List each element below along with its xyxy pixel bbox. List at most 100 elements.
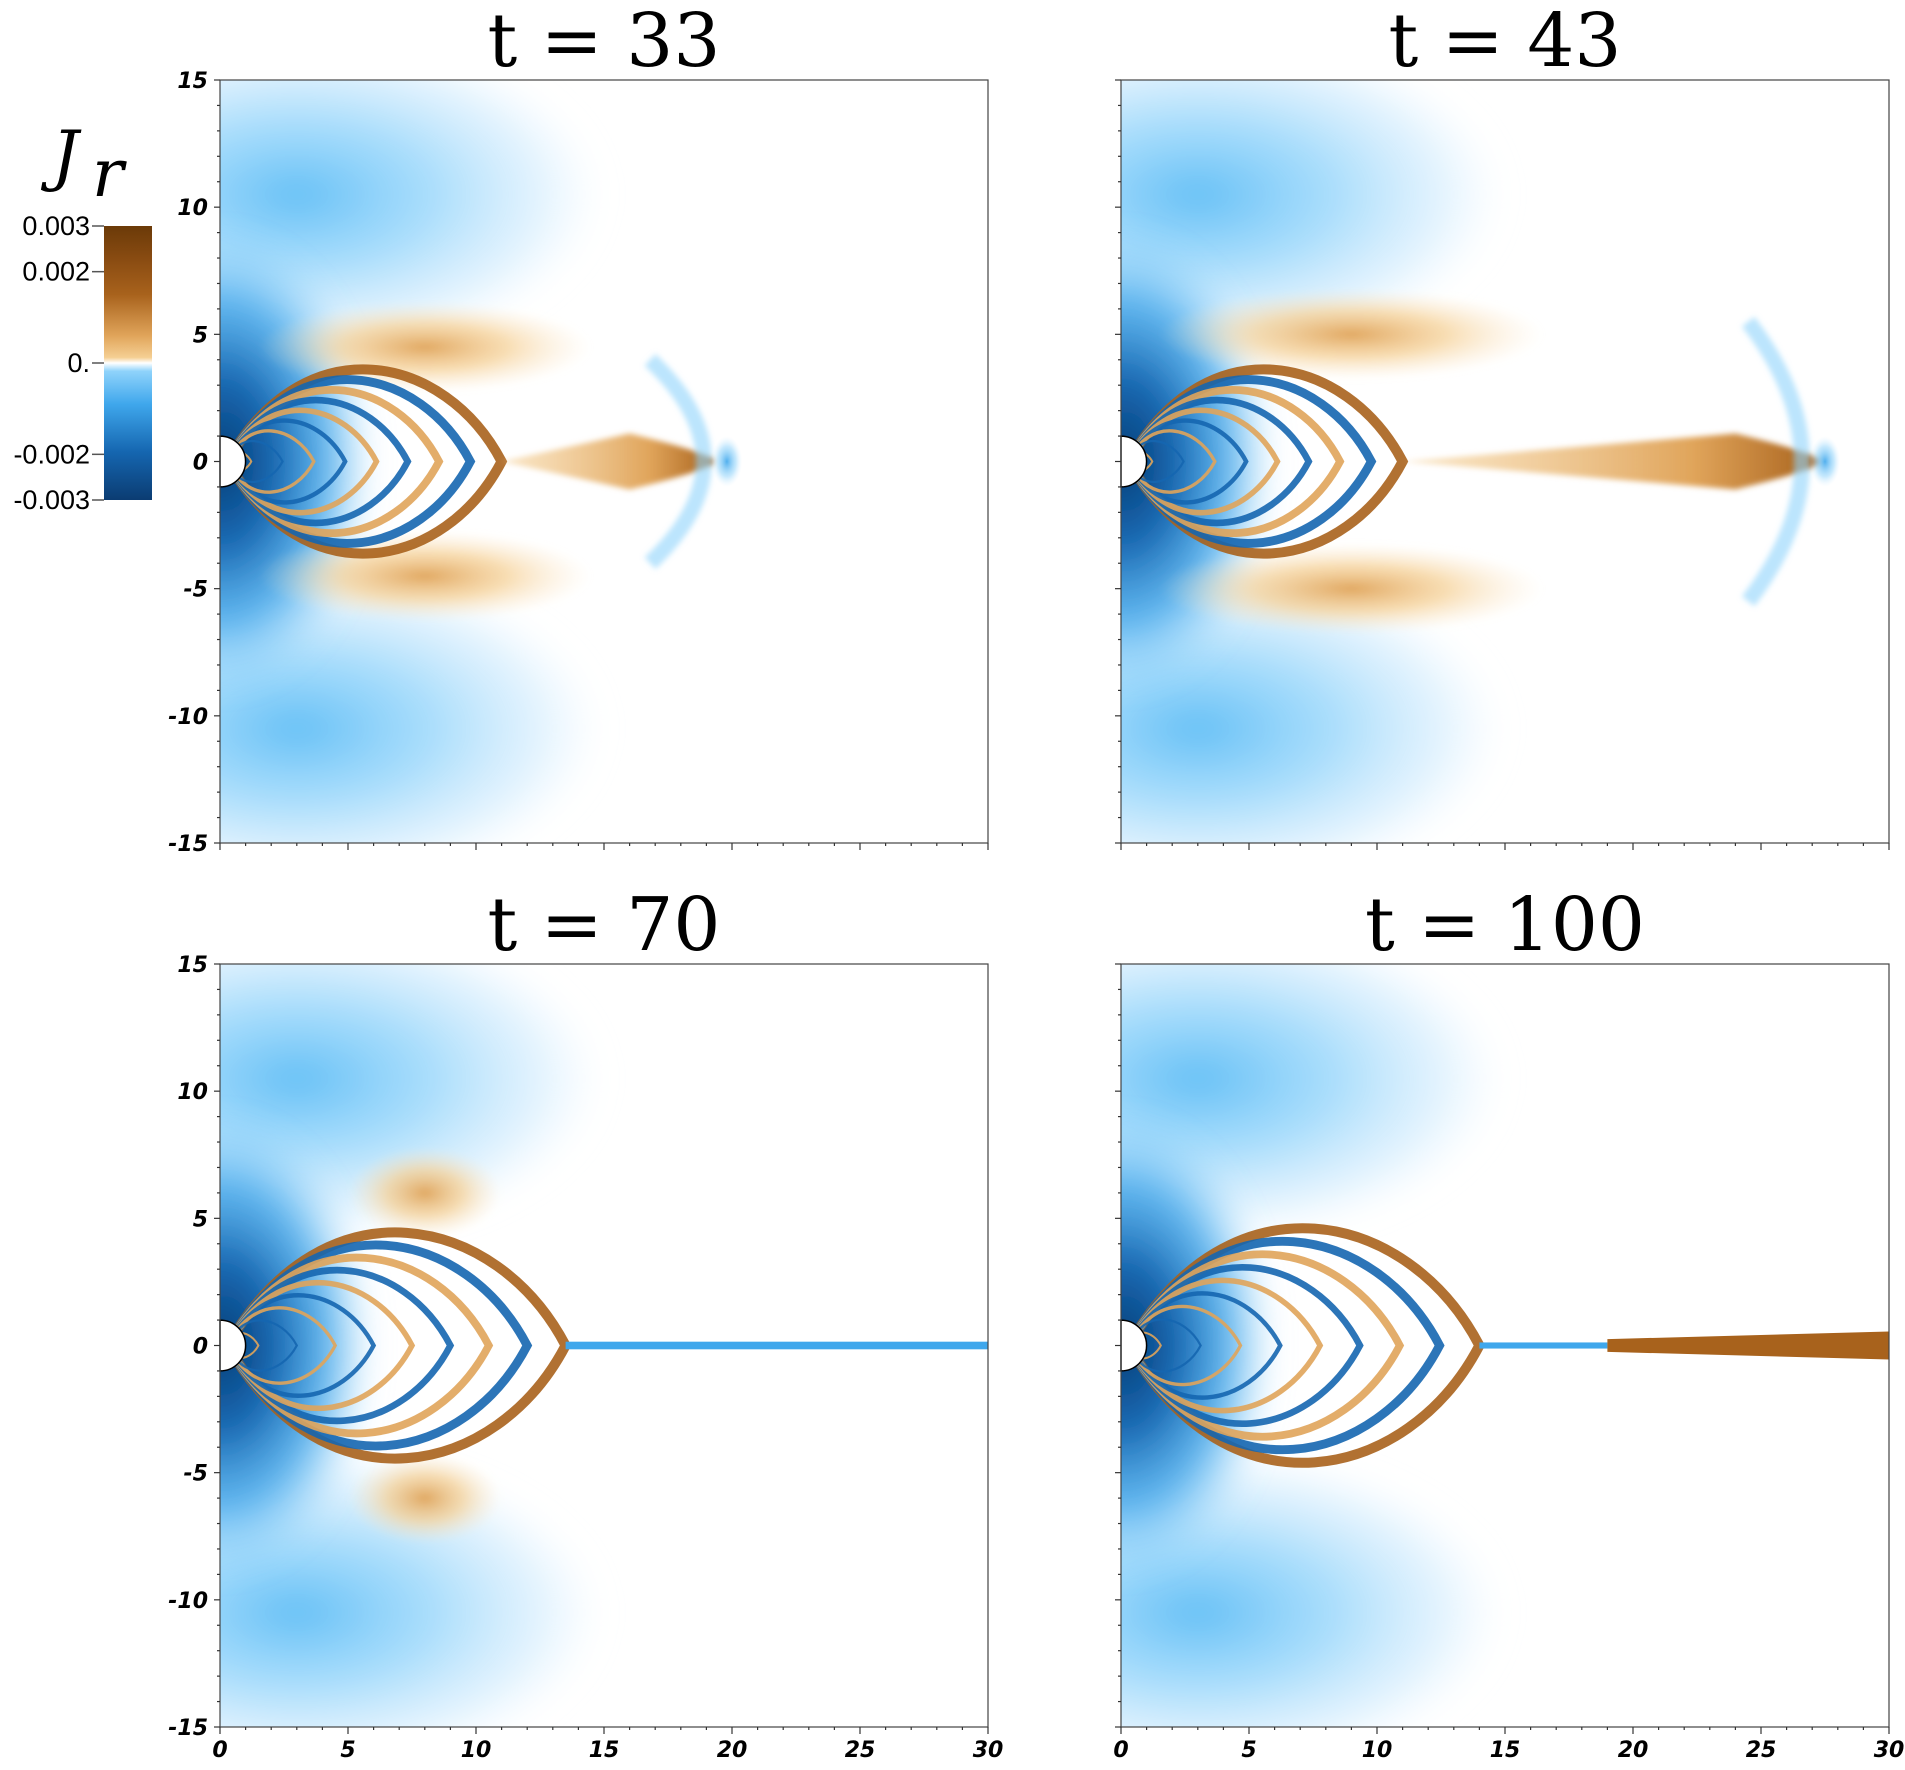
field-loop (222, 1240, 533, 1451)
star (1120, 1319, 1147, 1372)
y-tick-label: 5 (193, 1207, 208, 1232)
field-loop (1127, 439, 1185, 484)
field-loop (223, 1253, 494, 1438)
shock-front (644, 353, 712, 570)
x-tick-label: 10 (461, 1738, 492, 1763)
y-tick-label: -10 (168, 705, 208, 730)
y-tick-label: -5 (184, 578, 208, 603)
outer-lobe-north (1159, 288, 1544, 381)
field-loop (1124, 396, 1313, 527)
field-loop (226, 439, 284, 484)
current-sheet-positive (1607, 1331, 1889, 1360)
field-loop (1126, 1304, 1243, 1387)
field-loop (1126, 418, 1249, 505)
field-loop (1127, 1318, 1202, 1373)
outer-lobe-north (348, 1147, 502, 1239)
heatmap (1121, 80, 1889, 843)
y-tick-label: -10 (168, 1589, 208, 1614)
polar-region (1121, 1116, 1275, 1575)
current-sheet (501, 433, 715, 490)
x-axis (1120, 843, 1890, 850)
current-sheet (565, 1341, 988, 1350)
panel-1: t = 33 15 10 5 0 -5 -10 -15 (168, 0, 989, 857)
x-tick-label: 25 (1746, 1738, 1777, 1763)
colorbar-tick-label: 0.002 (22, 257, 90, 287)
panel-2: t = 43 (1115, 0, 1890, 850)
panel-title: t = 33 (488, 0, 721, 84)
y-axis (1115, 963, 1121, 1728)
x-tick-label: 30 (1874, 1738, 1905, 1763)
x-tick-label: 30 (973, 1738, 1004, 1763)
star (219, 1319, 246, 1372)
field-loop (1125, 407, 1281, 516)
colorbar-tick-label: -0.003 (13, 485, 90, 515)
x-tick-label: 20 (717, 1738, 748, 1763)
field-loop (225, 1306, 338, 1385)
colorbar-tick-label: 0. (67, 348, 90, 378)
panel-title: t = 43 (1389, 0, 1622, 84)
colorbar-tick-label: 0.003 (22, 211, 90, 241)
colorbar-title-subscript: r (92, 135, 127, 212)
heatmap (220, 964, 988, 1727)
field-loop (1123, 1236, 1445, 1455)
y-tick-label: 0 (193, 1335, 208, 1360)
colorbar-tick-label: -0.002 (13, 439, 90, 469)
outer-lobe-south (1159, 542, 1544, 635)
field-loop (225, 1293, 377, 1398)
y-tick-label: 0 (193, 451, 208, 476)
shock-front-core (1809, 436, 1841, 487)
y-tick-label: -5 (184, 1462, 208, 1487)
shock-front-core (711, 436, 743, 487)
x-tick-label: 10 (1362, 1738, 1393, 1763)
x-tick-label: 0 (1113, 1738, 1128, 1763)
field-loop (1125, 1277, 1324, 1414)
y-tick-label: -15 (168, 832, 208, 857)
y-tick-label: -15 (168, 1716, 208, 1741)
y-tick-label: 10 (177, 196, 208, 221)
field-loop (1124, 385, 1345, 538)
panel-title: t = 70 (488, 882, 721, 968)
x-axis: 0 5 10 15 20 25 30 (1113, 1727, 1904, 1763)
field-loop (224, 1279, 416, 1412)
star (1120, 435, 1148, 488)
y-axis: 15 10 5 0 -5 -10 -15 (168, 953, 220, 1741)
heatmap (1121, 964, 1889, 1727)
field-loop (1124, 1264, 1364, 1427)
x-axis: 0 5 10 15 20 25 30 (212, 1727, 1003, 1763)
x-tick-label: 15 (589, 1738, 620, 1763)
shock-front (1741, 316, 1810, 607)
x-tick-label: 0 (212, 1738, 227, 1763)
colorbar-gradient (104, 226, 152, 500)
y-axis (1115, 79, 1121, 844)
field-loop (223, 396, 412, 527)
y-tick-label: 5 (193, 323, 208, 348)
panel-title: t = 100 (1365, 882, 1645, 968)
field-loop (225, 418, 348, 505)
x-axis (219, 843, 989, 850)
field-loop (223, 385, 444, 538)
x-tick-label: 15 (1490, 1738, 1521, 1763)
field-loop (225, 429, 316, 494)
current-sheet (1402, 433, 1820, 490)
x-tick-label: 20 (1618, 1738, 1649, 1763)
current-sheet-negative (1479, 1342, 1608, 1349)
panel-4: t = 100 0 5 10 15 20 25 30 (1113, 882, 1904, 1763)
x-tick-label: 5 (340, 1738, 355, 1763)
heatmap (220, 80, 988, 843)
outer-lobe-south (348, 1452, 502, 1544)
field-loop (226, 1319, 299, 1372)
y-axis: 15 10 5 0 -5 -10 -15 (168, 69, 220, 857)
field-loop (223, 1266, 455, 1425)
colorbar-title: J (40, 117, 82, 194)
field-loop (1126, 1291, 1283, 1400)
field-loop (222, 375, 476, 548)
field-loop (224, 407, 380, 516)
y-tick-label: 15 (177, 953, 208, 978)
field-loop (1126, 429, 1217, 494)
x-tick-label: 5 (1241, 1738, 1256, 1763)
y-tick-label: 10 (177, 1080, 208, 1105)
